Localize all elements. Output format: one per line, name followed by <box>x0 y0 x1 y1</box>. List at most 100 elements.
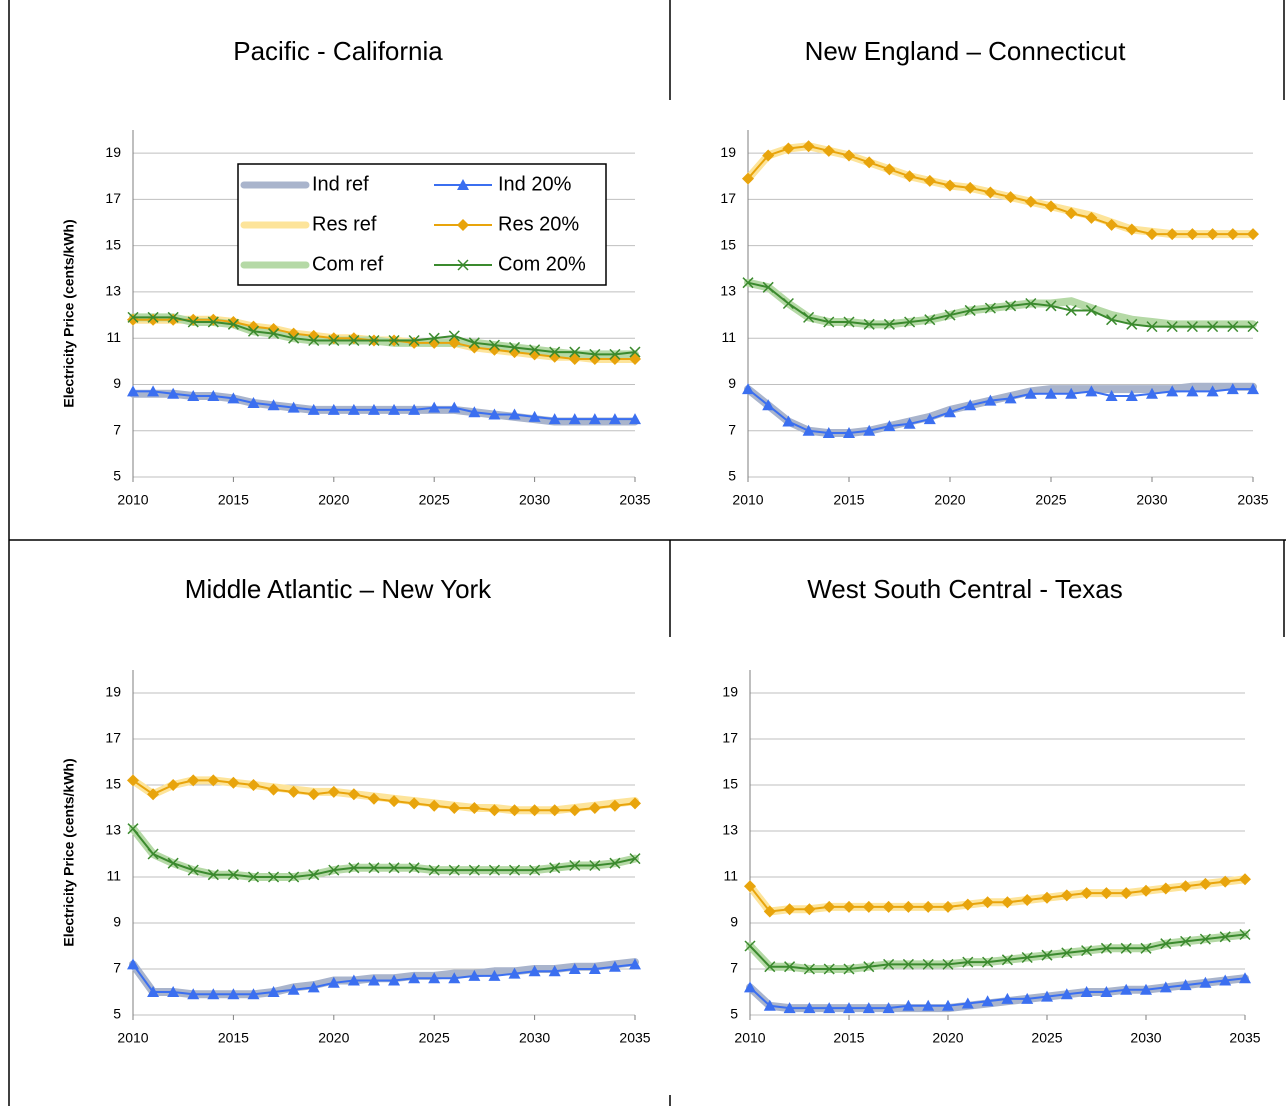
marker <box>1001 992 1014 1004</box>
marker <box>1100 986 1113 997</box>
marker <box>588 963 601 974</box>
marker <box>763 905 776 918</box>
x-tick-label: 2035 <box>619 1030 650 1046</box>
marker <box>1239 873 1251 886</box>
marker <box>1081 945 1093 957</box>
marker <box>1024 387 1037 399</box>
marker <box>1021 951 1033 964</box>
panel-title: Pacific - California <box>233 36 443 66</box>
scenario-line <box>747 281 1253 328</box>
marker <box>1001 954 1013 966</box>
marker <box>902 958 914 970</box>
marker <box>822 144 835 157</box>
y-tick-label: 19 <box>720 144 736 160</box>
marker <box>1207 321 1219 333</box>
x-tick-label: 2035 <box>1229 1030 1260 1046</box>
x-tick-label: 2025 <box>1031 1030 1062 1046</box>
ref-line <box>129 389 639 426</box>
marker <box>843 427 855 439</box>
marker <box>488 339 500 351</box>
marker <box>287 785 300 798</box>
marker <box>964 304 976 316</box>
marker <box>508 967 521 979</box>
marker <box>608 799 621 812</box>
marker <box>1159 981 1172 993</box>
marker <box>763 999 776 1011</box>
marker <box>167 986 180 997</box>
x-tick-label: 2030 <box>519 492 550 508</box>
y-tick-label: 17 <box>722 730 738 746</box>
scenario-line <box>132 828 636 878</box>
marker <box>1080 986 1093 997</box>
marker <box>488 343 501 356</box>
marker <box>1226 383 1239 395</box>
legend-label: Ind ref <box>312 173 369 195</box>
marker <box>882 900 895 913</box>
y-tick-label: 17 <box>105 190 121 206</box>
marker <box>742 277 754 289</box>
marker <box>488 408 501 420</box>
marker <box>227 988 240 1000</box>
marker <box>568 963 581 974</box>
marker <box>1125 390 1138 402</box>
marker <box>508 408 521 420</box>
marker <box>267 783 280 796</box>
scenario-line <box>133 390 635 421</box>
y-tick-label: 11 <box>106 868 121 884</box>
ref-line <box>744 278 1257 329</box>
ref-line <box>744 382 1257 438</box>
marker <box>843 149 855 162</box>
y-tick-label: 7 <box>730 960 738 976</box>
marker <box>348 862 360 874</box>
y-axis-label: Electricity Price (cents/kWh) <box>61 219 77 407</box>
marker <box>508 804 521 817</box>
marker <box>984 186 997 199</box>
legend-label: Res 20% <box>498 213 579 235</box>
marker <box>347 403 360 415</box>
marker <box>1061 947 1073 959</box>
marker <box>457 219 469 231</box>
marker <box>1186 228 1199 241</box>
marker <box>147 788 160 801</box>
y-tick-label: 17 <box>105 730 121 746</box>
marker <box>408 862 420 874</box>
y-tick-label: 19 <box>722 684 738 700</box>
marker <box>348 334 360 347</box>
x-tick-label: 2030 <box>1136 492 1167 508</box>
marker <box>308 334 320 347</box>
marker <box>267 399 280 411</box>
marker <box>457 259 469 271</box>
marker <box>388 403 401 415</box>
marker <box>1206 228 1219 241</box>
marker <box>1226 228 1239 241</box>
x-tick-label: 2020 <box>932 1030 963 1046</box>
marker <box>782 415 795 427</box>
marker <box>1045 300 1057 312</box>
marker <box>147 848 159 860</box>
scenario-line <box>749 933 1246 970</box>
marker <box>1206 385 1219 397</box>
marker <box>903 417 916 429</box>
y-tick-label: 9 <box>728 375 736 391</box>
marker <box>327 785 340 798</box>
x-tick-label: 2015 <box>218 492 249 508</box>
marker <box>327 976 340 988</box>
marker <box>744 940 756 952</box>
marker <box>1180 935 1192 947</box>
marker <box>448 802 461 814</box>
marker <box>863 424 876 436</box>
marker <box>549 346 561 358</box>
marker <box>903 170 916 183</box>
marker <box>1179 979 1192 991</box>
marker <box>307 329 320 342</box>
marker <box>1065 207 1078 220</box>
marker <box>448 401 461 413</box>
marker <box>902 900 915 913</box>
marker <box>167 857 179 869</box>
y-tick-label: 9 <box>113 914 121 930</box>
marker <box>328 334 340 347</box>
marker <box>783 1002 796 1014</box>
marker <box>803 1002 816 1014</box>
marker <box>862 1002 875 1014</box>
marker <box>608 413 621 425</box>
